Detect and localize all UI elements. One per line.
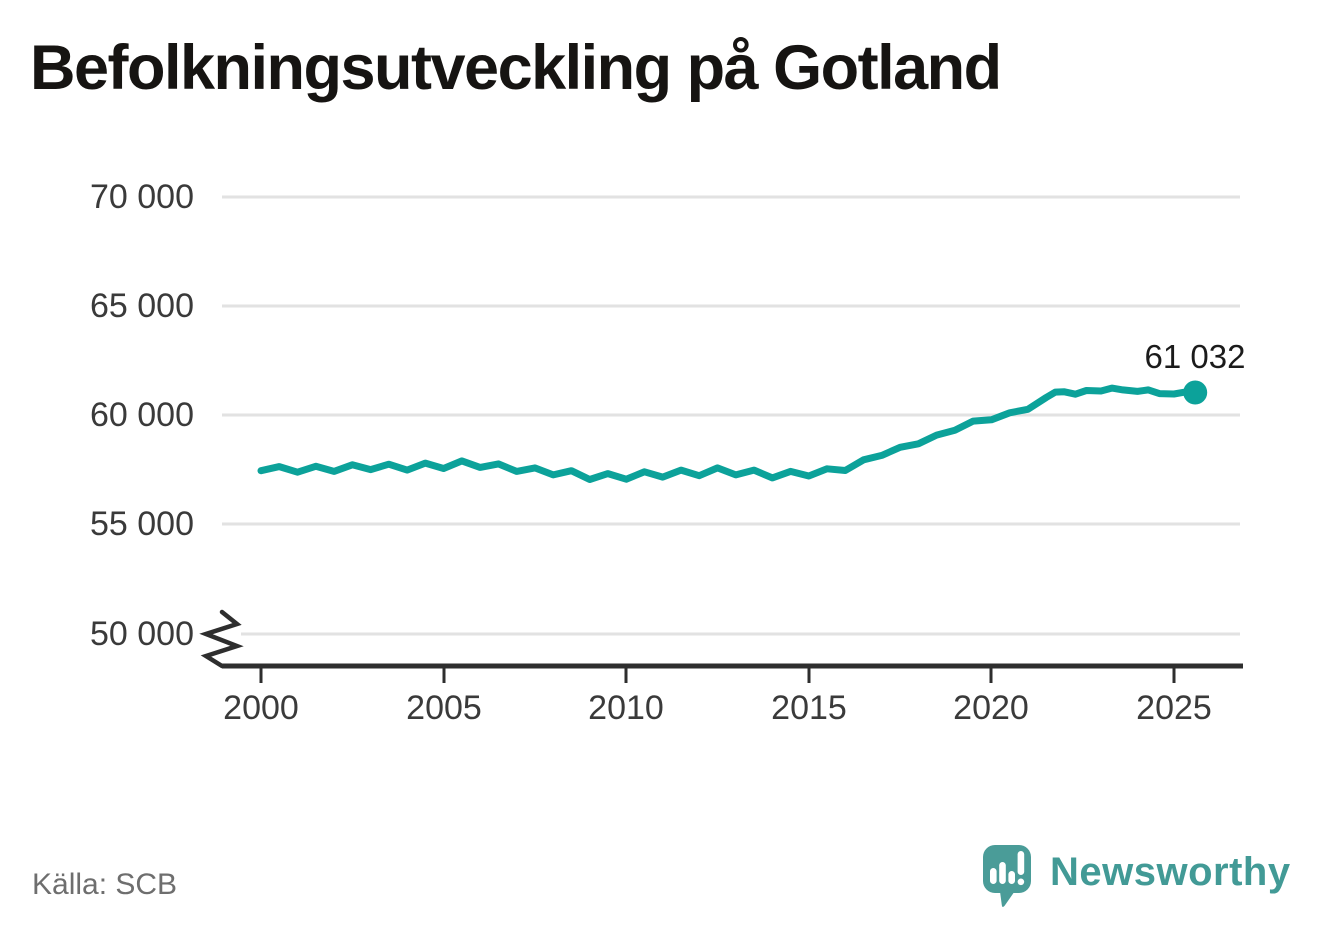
x-axis-tick-label: 2020 (953, 689, 1029, 727)
branding: Newsworthy (982, 844, 1291, 910)
gridlines (222, 195, 1240, 636)
chart-title: Befolkningsutveckling på Gotland (30, 33, 1002, 103)
logo-bar-2 (999, 862, 1006, 884)
population-line (257, 384, 1199, 483)
y-axis-tick-label: 55 000 (90, 505, 194, 543)
logo-bar-1 (990, 868, 997, 884)
x-axis-tick-label: 2015 (771, 689, 847, 727)
x-axis-ticks (259, 668, 1176, 683)
y-axis-tick-label: 65 000 (90, 287, 194, 325)
x-axis-tick-label: 2005 (406, 689, 482, 727)
x-axis-tick-label: 2025 (1136, 689, 1212, 727)
x-axis-tick-label: 2010 (588, 689, 664, 727)
y-axis-tick-label: 50 000 (90, 615, 194, 653)
source-label: Källa: SCB (32, 868, 178, 901)
logo-bar-3 (1008, 871, 1015, 884)
branding-wordmark: Newsworthy (1050, 849, 1291, 894)
logo-exclamation-dot (1017, 878, 1025, 886)
end-value-label: 61 032 (1144, 338, 1246, 375)
x-axis-tick-label: 2000 (223, 689, 299, 727)
y-axis-tick-label: 70 000 (90, 178, 194, 216)
y-axis-tick-label: 60 000 (90, 396, 194, 434)
logo-exclamation-bar (1017, 851, 1025, 875)
end-point-dot (1183, 380, 1208, 405)
series-layer (257, 380, 1208, 483)
newsworthy-speech-bubble-chart-icon (983, 845, 1031, 907)
y-axis-break-icon (199, 609, 244, 669)
